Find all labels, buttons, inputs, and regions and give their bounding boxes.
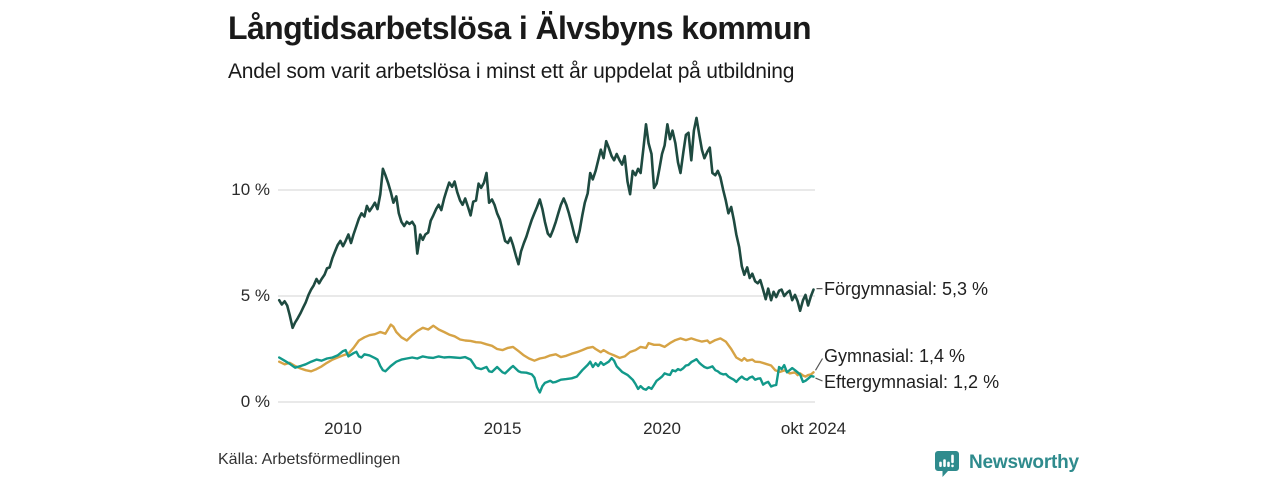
series-line-gymnasial <box>278 323 815 378</box>
chart-subtitle: Andel som varit arbetslösa i minst ett å… <box>228 60 795 83</box>
brand-wordmark: Newsworthy <box>969 452 1079 473</box>
x-axis-tick-2015: 2015 <box>483 419 522 438</box>
brand-logo: Newsworthy <box>933 450 1079 478</box>
source-attribution: Källa: Arbetsförmedlingen <box>218 451 401 468</box>
chart-title: Långtidsarbetslösa i Älvsbyns kommun <box>228 10 812 46</box>
x-axis-tick-2010: 2010 <box>324 419 362 438</box>
y-axis-tick-10: 10 % <box>231 180 270 199</box>
connector-gymnasial <box>814 358 824 371</box>
series-line-förgymnasial <box>277 116 815 330</box>
y-axis-tick-5: 5 % <box>240 286 270 305</box>
connector-eftergymnasial <box>815 377 823 382</box>
series-end-label-eftergymnasial: Eftergymnasial: 1,2 % <box>824 371 1000 392</box>
newsworthy-bubble-icon <box>935 451 959 477</box>
y-axis-tick-0: 0 % <box>240 392 270 411</box>
series-end-label-gymnasial: Gymnasial: 1,4 % <box>824 346 966 367</box>
x-axis-tick-okt-2024: okt 2024 <box>780 419 847 438</box>
series-end-label-forgymnasial: Förgymnasial: 5,3 % <box>824 279 989 300</box>
x-axis-tick-2020: 2020 <box>643 419 681 438</box>
series-line-eftergymnasial <box>278 348 815 394</box>
